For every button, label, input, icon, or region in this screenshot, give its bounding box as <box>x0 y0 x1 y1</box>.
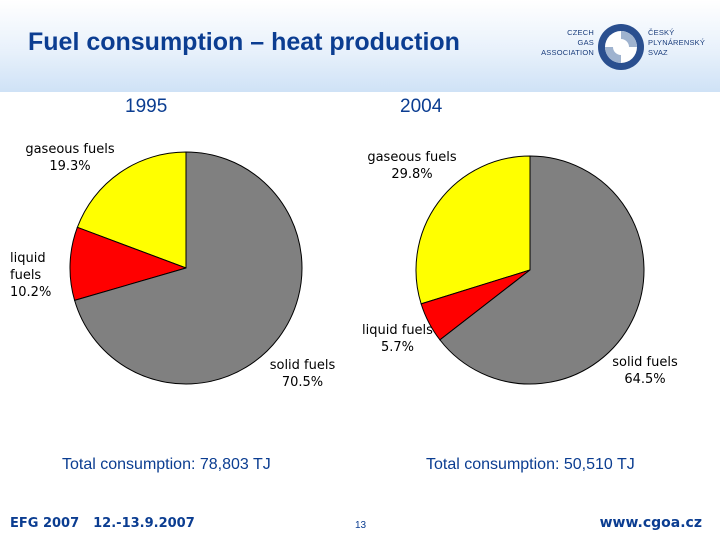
logo-line: GAS <box>577 38 594 47</box>
total-consumption-1995: Total consumption: 78,803 TJ <box>62 456 271 473</box>
pie-slice-solid-fuels <box>439 155 645 385</box>
pie-slice-solid-fuels <box>73 151 303 385</box>
footer-url-link[interactable]: www.cgoa.cz <box>599 515 702 531</box>
footer-dates: 12.-13.9.2007 <box>93 516 195 531</box>
pie-slice-gaseous-fuels <box>76 151 187 269</box>
slice-label-liquid-1995: liquid fuels 10.2% <box>10 250 56 301</box>
cps-logo-icon <box>598 24 644 70</box>
slice-name: gaseous fuels <box>367 150 457 165</box>
slice-value: 29.8% <box>391 167 433 182</box>
logo-line: ASSOCIATION <box>541 48 594 57</box>
chart-title-2004: 2004 <box>400 96 443 117</box>
footer: EFG 2007 12.-13.9.2007 13 www.cgoa.cz <box>0 510 720 540</box>
slice-label-gaseous-1995: gaseous fuels 19.3% <box>10 141 130 175</box>
logo-text-czech: ČESKÝ PLYNÁRENSKÝ SVAZ <box>648 28 710 58</box>
pie-chart-1995 <box>69 151 303 385</box>
chart-title-1995: 1995 <box>125 96 168 117</box>
slice-name: solid fuels <box>269 358 336 373</box>
logo-line: CZECH <box>567 28 594 37</box>
logo-line: PLYNÁRENSKÝ <box>648 38 706 47</box>
logo-line: ČESKÝ <box>648 28 675 37</box>
slide-title: Fuel consumption – heat production <box>28 28 460 56</box>
slice-name: gaseous fuels <box>25 142 115 157</box>
total-consumption-2004: Total consumption: 50,510 TJ <box>426 456 635 473</box>
pie-slice-gaseous-fuels <box>415 155 531 305</box>
slice-name: liquid fuels <box>362 323 433 338</box>
slice-label-solid-1995: solid fuels 70.5% <box>250 357 355 391</box>
logo-text-english: CZECH GAS ASSOCIATION <box>540 28 594 58</box>
association-logo: CZECH GAS ASSOCIATION ČESKÝ PLYNÁRENSKÝ … <box>540 22 710 72</box>
logo-line: SVAZ <box>648 48 668 57</box>
slice-name: liquid fuels <box>10 251 46 283</box>
page-number: 13 <box>355 520 367 531</box>
slice-label-gaseous-2004: gaseous fuels 29.8% <box>352 149 472 183</box>
slice-name: solid fuels <box>612 355 678 370</box>
pie-slice-liquid-fuels <box>69 226 188 301</box>
slice-value: 64.5% <box>624 372 666 387</box>
pie-chart-2004 <box>415 155 645 385</box>
slice-label-solid-2004: solid fuels 64.5% <box>590 354 700 388</box>
slice-value: 19.3% <box>49 159 91 174</box>
slice-value: 70.5% <box>281 375 324 390</box>
slice-value: 5.7% <box>380 340 415 355</box>
footer-event: EFG 2007 <box>10 516 80 531</box>
slice-value: 10.2% <box>10 285 52 300</box>
footer-event-info: EFG 2007 12.-13.9.2007 <box>10 516 195 531</box>
slice-label-liquid-2004: liquid fuels 5.7% <box>345 322 450 356</box>
